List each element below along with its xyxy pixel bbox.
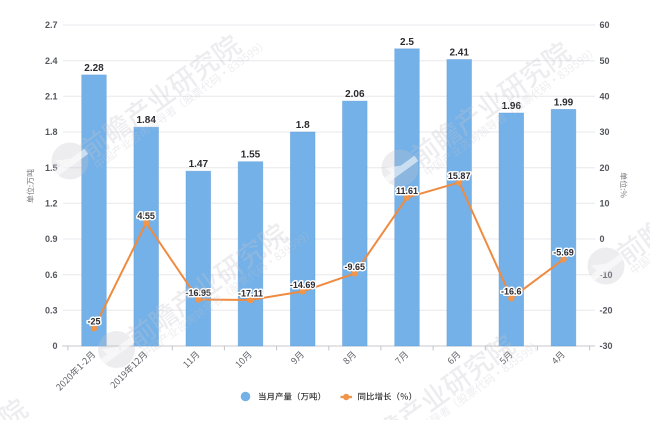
svg-text:1.47: 1.47: [189, 159, 209, 170]
svg-text:-20: -20: [600, 306, 613, 316]
svg-text:-5.69: -5.69: [553, 248, 574, 258]
svg-text:15.87: 15.87: [448, 171, 471, 181]
svg-text:-16.6: -16.6: [501, 287, 522, 297]
svg-text:-25: -25: [87, 317, 100, 327]
svg-text:1.8: 1.8: [45, 127, 58, 137]
svg-text:2.41: 2.41: [449, 48, 469, 59]
svg-text:2.7: 2.7: [45, 20, 58, 30]
svg-text:0.3: 0.3: [45, 306, 58, 316]
svg-text:1.96: 1.96: [502, 101, 522, 112]
svg-text:1.55: 1.55: [241, 150, 261, 161]
svg-text:-10: -10: [600, 270, 613, 280]
svg-text:2.5: 2.5: [400, 37, 414, 48]
svg-text:0.6: 0.6: [45, 270, 58, 280]
svg-text:2.28: 2.28: [84, 63, 104, 74]
svg-text:0.9: 0.9: [45, 234, 58, 244]
svg-text:0: 0: [600, 234, 605, 244]
svg-text:2.1: 2.1: [45, 92, 58, 102]
svg-text:4.55: 4.55: [137, 211, 155, 221]
svg-text:-14.69: -14.69: [290, 280, 316, 290]
svg-text:60: 60: [600, 20, 610, 30]
svg-text:1.2: 1.2: [45, 199, 58, 209]
svg-text:11.61: 11.61: [396, 186, 418, 196]
svg-text:10: 10: [600, 199, 610, 209]
svg-text:40: 40: [600, 92, 610, 102]
svg-text:1.8: 1.8: [296, 120, 310, 131]
svg-text:0: 0: [52, 341, 57, 351]
svg-text:1.99: 1.99: [554, 97, 574, 108]
svg-text:2.06: 2.06: [345, 89, 365, 100]
svg-text:50: 50: [600, 56, 610, 66]
svg-text:-9.65: -9.65: [345, 262, 366, 272]
svg-text:-16.95: -16.95: [186, 288, 212, 298]
svg-text:1.5: 1.5: [45, 163, 58, 173]
svg-text:1.84: 1.84: [136, 115, 156, 126]
svg-text:-30: -30: [600, 341, 613, 351]
svg-text:20: 20: [600, 163, 610, 173]
svg-text:30: 30: [600, 127, 610, 137]
svg-text:-17.11: -17.11: [238, 288, 263, 298]
svg-text:2.4: 2.4: [45, 56, 58, 66]
